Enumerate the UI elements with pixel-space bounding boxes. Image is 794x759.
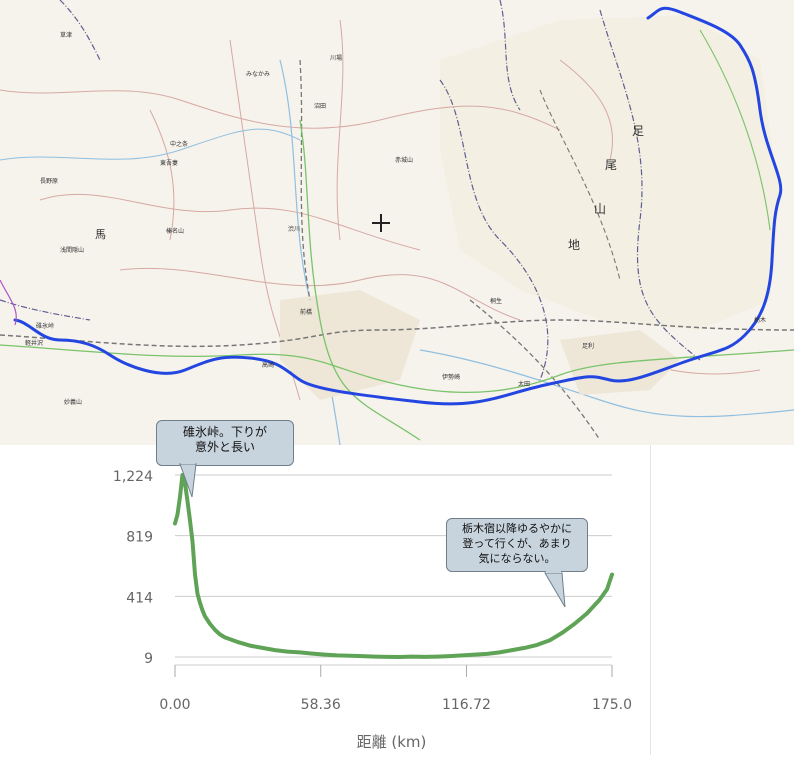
- map-label-gunma: 馬: [95, 228, 106, 241]
- map-label-yokokawa: 碓氷峠: [36, 323, 55, 330]
- map-label-ashio-4: 地: [568, 238, 581, 252]
- map-label-kawaba: 川場: [330, 55, 343, 62]
- map-label-naganohara: 長野原: [40, 178, 59, 185]
- y-tick-label: 9: [144, 651, 153, 667]
- x-tick-label: 0.00: [159, 697, 190, 713]
- map-label-shibukawa: 渋川: [288, 226, 301, 233]
- x-tick-label: 175.0: [592, 697, 632, 713]
- map-label-minakami: みなかみ: [246, 71, 271, 78]
- map-label-haruna: 榛名山: [166, 228, 185, 235]
- map-label-nakanojo: 中之条: [170, 141, 189, 148]
- map-label-kiryu: 桐生: [490, 298, 503, 305]
- route-map[interactable]: 碓氷峠 長野原 中之条 東吾妻 草津 高崎 前橋 渋川 桐生 太田 足利 栃木 …: [0, 0, 794, 445]
- map-label-tochigi: 栃木: [754, 317, 767, 324]
- map-label-myogi: 妙義山: [64, 399, 83, 406]
- chart-divider: [650, 445, 651, 755]
- map-label-numata: 沼田: [314, 103, 327, 110]
- callout-tochigi: 栃木宿以降ゆるやかに 登って行くが、あまり 気にならない。: [446, 518, 588, 572]
- x-axis-label: 距離 (km): [357, 733, 427, 751]
- map-label-isesaki: 伊勢崎: [442, 374, 461, 381]
- y-tick-label: 819: [126, 530, 153, 546]
- map-label-kusatsu: 草津: [60, 32, 73, 39]
- crosshair-icon: [372, 214, 390, 232]
- x-tick-label: 116.72: [442, 697, 491, 713]
- map-canvas: [0, 0, 794, 445]
- route-line: [13, 6, 783, 406]
- map-label-higashiagatsuma: 東吾妻: [160, 160, 179, 167]
- map-label-maebashi: 前橋: [300, 309, 313, 316]
- y-tick-label: 414: [126, 590, 153, 606]
- map-label-takasaki: 高崎: [262, 362, 275, 369]
- elevation-chart[interactable]: 9 414 819 1,224 0.00 58.36 116.72 175.0 距離 (km): [0, 445, 794, 755]
- y-tick-label: 1,224: [113, 469, 153, 485]
- map-label-ashikaga: 足利: [582, 343, 595, 350]
- callout-usui-pass-text: 碓氷峠。下りが 意外と長い: [182, 425, 267, 454]
- callout-tochigi-text: 栃木宿以降ゆるやかに 登って行くが、あまり 気にならない。: [462, 522, 572, 565]
- map-label-ota: 太田: [518, 381, 531, 388]
- map-label-karuizawa: 軽井沢: [25, 340, 44, 347]
- elevation-line: [173, 473, 614, 659]
- map-label-ashio-2: 尾: [605, 158, 618, 172]
- map-label-akagi: 赤城山: [395, 157, 414, 164]
- callout-usui-pass: 碓氷峠。下りが 意外と長い: [156, 420, 294, 466]
- map-label-ashio-1: 足: [632, 124, 645, 138]
- map-label-ashio-3: 山: [594, 202, 607, 216]
- map-label-asama: 浅間隠山: [60, 247, 85, 254]
- elevation-chart-svg: 9 414 819 1,224 0.00 58.36 116.72 175.0 距離 (km): [113, 469, 632, 751]
- x-tick-label: 58.36: [301, 697, 341, 713]
